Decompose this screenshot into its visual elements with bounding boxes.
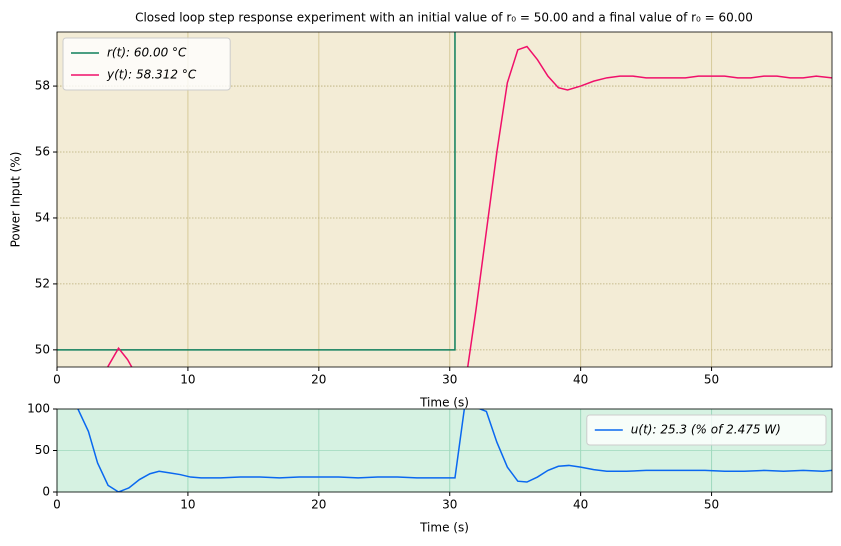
y-tick-label: 100 — [27, 402, 50, 416]
plot-frame — [56, 31, 833, 368]
x-tick-label: 40 — [573, 498, 588, 512]
chart-title: Closed loop step response experiment wit… — [135, 11, 753, 25]
y-tick-label: 50 — [35, 443, 50, 457]
series-line — [57, 32, 456, 351]
legend: u(t): 25.3 (% of 2.475 W) — [586, 414, 827, 446]
legend: r(t): 60.00 °C y(t): 58.312 °C — [62, 37, 231, 91]
y-tick-label: 50 — [35, 342, 50, 356]
x-tick-label: 10 — [180, 373, 195, 387]
y-axis-label: Power Input (%) — [9, 152, 23, 248]
plot-lines — [57, 32, 832, 367]
x-tick-label: 30 — [442, 498, 457, 512]
legend-label: r(t): 60.00 °C — [107, 46, 187, 60]
y-tick-label: 54 — [35, 210, 50, 224]
x-tick-label: 20 — [311, 373, 326, 387]
legend-label: y(t): 58.312 °C — [106, 68, 197, 82]
x-axis-label: Time (s) — [419, 521, 469, 535]
series-line — [76, 409, 832, 492]
y-tick-label: 52 — [35, 276, 50, 290]
y-tick-label: 56 — [35, 145, 50, 159]
x-tick-label: 30 — [442, 373, 457, 387]
plot-lines — [76, 409, 832, 492]
x-tick-label: 20 — [311, 498, 326, 512]
x-tick-label: 0 — [53, 498, 61, 512]
series-line — [107, 45, 832, 367]
x-axis-label: Time (s) — [419, 396, 469, 410]
legend-box — [62, 37, 231, 91]
y-tick-label: 0 — [42, 485, 50, 499]
x-tick-label: 50 — [704, 373, 719, 387]
legend-label: u(t): 25.3 (% of 2.475 W) — [631, 423, 781, 437]
plot-frame — [56, 408, 833, 493]
legend-box — [586, 414, 827, 446]
x-tick-label: 10 — [180, 498, 195, 512]
x-tick-label: 50 — [704, 498, 719, 512]
x-tick-label: 40 — [573, 373, 588, 387]
y-tick-label: 58 — [35, 79, 50, 93]
x-tick-label: 0 — [53, 373, 61, 387]
